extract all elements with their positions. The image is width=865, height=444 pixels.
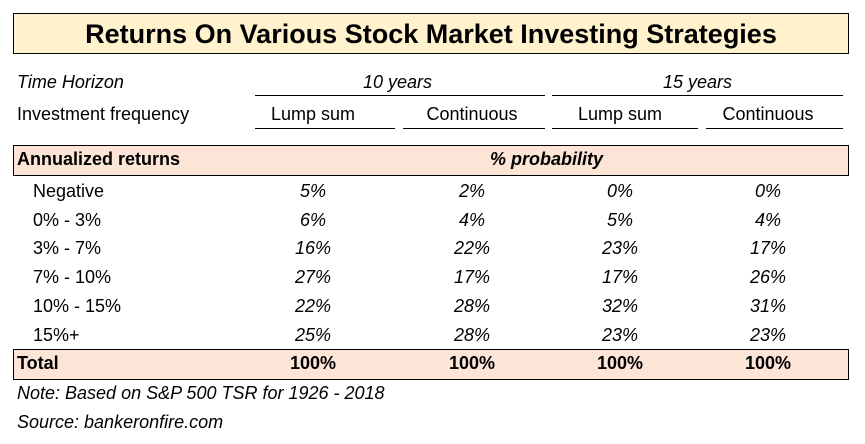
horizon-15: 15 years: [662, 72, 733, 92]
source: Source: bankeronfire.com: [17, 412, 224, 432]
row-label: 0% - 3%: [33, 209, 102, 230]
divider: [706, 128, 843, 129]
row-label: 15%+: [33, 324, 80, 345]
row-value: 17%: [601, 267, 639, 288]
total-band: [13, 349, 849, 380]
frequency-col-3: Lump sum: [577, 104, 663, 124]
row-label: Negative: [33, 181, 105, 201]
row-value: 25%: [294, 324, 332, 345]
frequency-col-4: Continuous: [722, 104, 814, 124]
row-value: 23%: [749, 324, 787, 345]
row-value: 17%: [453, 267, 491, 288]
row-label: 3% - 7%: [33, 238, 102, 259]
row-value: 4%: [458, 209, 485, 230]
row-value: 0%: [606, 181, 633, 201]
row-value: 32%: [601, 295, 639, 316]
frequency-col-1: Lump sum: [270, 104, 356, 124]
row-value: 22%: [453, 238, 491, 259]
divider: [255, 95, 545, 96]
header-band: [13, 145, 849, 176]
row-value: 27%: [294, 267, 332, 288]
total-value: 100%: [289, 353, 337, 373]
row-value: 22%: [294, 295, 332, 316]
row-value: 4%: [754, 209, 781, 230]
frequency-label: Investment frequency: [17, 104, 190, 124]
row-value: 28%: [453, 324, 491, 345]
row-value: 2%: [458, 181, 485, 201]
row-value: 6%: [299, 209, 326, 230]
page-title: Returns On Various Stock Market Investin…: [13, 13, 849, 54]
frequency-col-2: Continuous: [426, 104, 518, 124]
total-value: 100%: [744, 353, 792, 373]
row-value: 31%: [749, 295, 787, 316]
row-value: 5%: [606, 209, 633, 230]
horizon-10: 10 years: [362, 72, 433, 92]
time-horizon-label: Time Horizon: [17, 72, 124, 92]
row-value: 16%: [294, 238, 332, 259]
row-value: 17%: [749, 238, 787, 259]
header-label: Annualized returns: [17, 149, 181, 169]
row-label: 7% - 10%: [33, 267, 112, 288]
divider: [552, 95, 843, 96]
row-value: 28%: [453, 295, 491, 316]
row-value: 0%: [754, 181, 781, 201]
row-value: 26%: [749, 267, 787, 288]
row-value: 23%: [601, 324, 639, 345]
divider: [552, 128, 698, 129]
divider: [255, 128, 395, 129]
note: Note: Based on S&P 500 TSR for 1926 - 20…: [17, 383, 385, 403]
total-label: Total: [17, 353, 59, 373]
total-value: 100%: [448, 353, 496, 373]
total-value: 100%: [596, 353, 644, 373]
row-value: 23%: [601, 238, 639, 259]
row-label: 10% - 15%: [33, 295, 122, 316]
divider: [403, 128, 545, 129]
row-value: 5%: [299, 181, 326, 201]
header-value-label: % probability: [489, 149, 603, 169]
